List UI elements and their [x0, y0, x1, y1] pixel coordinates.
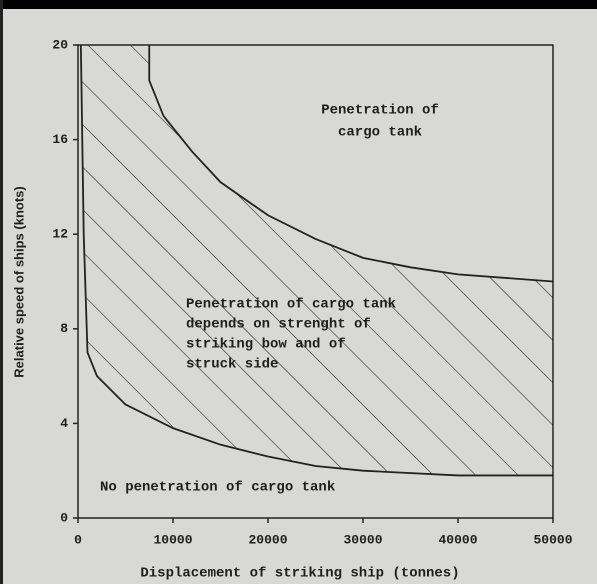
annotation: cargo tank — [338, 125, 422, 141]
y-tick-label: 12 — [52, 227, 68, 242]
annotation: struck side — [186, 357, 278, 373]
x-tick-label: 30000 — [343, 532, 382, 547]
x-tick-label: 10000 — [153, 532, 192, 547]
boundary-curve — [148, 45, 554, 283]
x-tick-label: 20000 — [248, 532, 287, 547]
annotation: depends on strenght of — [186, 317, 371, 333]
x-axis-title: Displacement of striking ship (tonnes) — [140, 566, 459, 582]
y-tick-label: 16 — [52, 132, 68, 147]
annotation: Penetration of — [321, 103, 439, 119]
y-tick-label: 8 — [60, 321, 68, 336]
hatched-region — [80, 45, 553, 476]
y-tick-label: 4 — [60, 416, 68, 431]
left-border — [0, 0, 3, 584]
y-tick-label: 20 — [52, 37, 68, 52]
y-tick-label: 0 — [60, 510, 68, 525]
x-tick-label: 0 — [74, 532, 82, 547]
top-border — [0, 0, 597, 9]
boundary-curve — [79, 44, 553, 477]
annotation: Penetration of cargo tank — [186, 297, 396, 313]
annotation: No penetration of cargo tank — [100, 480, 335, 496]
x-tick-label: 40000 — [438, 532, 477, 547]
y-axis-title: Relative speed of ships (knots) — [11, 186, 26, 377]
annotation: striking bow and of — [186, 337, 346, 353]
x-tick-label: 50000 — [533, 532, 572, 547]
